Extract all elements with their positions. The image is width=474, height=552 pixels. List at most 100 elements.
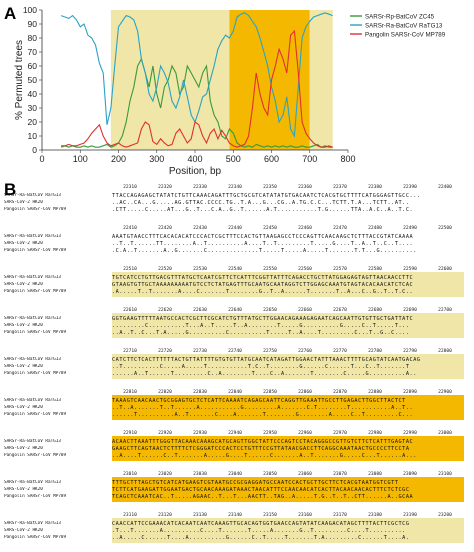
sequence-row: GTAAGTGTTGCTAAAAAAAAATGTCCTCTATGAGTTTGCA… [112,282,414,288]
sequence-row: ..T..A.......T..T......A...........G....… [112,405,414,411]
position-tick-label: 23190 [403,513,417,518]
alignment-block: 22410 22420 22430 22440 22450 22460 22470 22480… [112,226,464,258]
position-tick-label: 22920 [158,431,172,436]
sequence-name: SARSr-Ra-BatCoV RaTG13 [4,357,61,362]
position-tick-label: 22910 [123,431,137,436]
sequence-name: SARSr-Ra-BatCoV RaTG13 [4,275,61,280]
y-tick-label: 10 [28,131,38,141]
sequence-row: ..AC..CA...G.....AG.GTTAC.CCCC.TG..T.A..… [112,200,410,206]
legend-label-0: SARSr-Rp-BatCoV ZC45 [365,14,435,21]
position-tick-label: 22640 [228,308,242,313]
position-tick-label: 22440 [228,226,242,231]
alignment-block: 22610 22620 22630 22640 22650 22660 22670 22680… [112,308,464,340]
sequence-name: Pangolin SARSr-CoV MP789 [4,289,67,294]
position-tick-label: 22550 [263,267,277,272]
position-tick-label: 23080 [368,472,382,477]
position-tick-label: 22650 [263,308,277,313]
position-tick-label: 22350 [263,185,277,190]
position-tick-label: 22740 [228,349,242,354]
position-tick-label: 22630 [193,308,207,313]
sequence-name: SARSr-Ra-BatCoV RaTG13 [4,480,61,485]
position-tick-label: 22610 [123,308,137,313]
position-tick-label: 23140 [228,513,242,518]
position-tick-label: 23160 [298,513,312,518]
position-tick-label: 22400 [438,185,452,190]
sequence-row: ..T..T......TT........A..T..........A...… [112,241,414,247]
sequence-row: ACAACTTAAATTTGGGTTACAAACAAAGCATGCAGTTGGC… [112,439,414,445]
alignment-block: 23110 23120 23130 23140 23150 23160 23170 23180… [112,513,464,545]
sequence-row: .C.A..T.......A..G.......C..............… [112,248,417,254]
sequence-alignment: SARSr-Ra-BatCoV RaTG13 SARS-CoV-2 HK20 Pan… [0,183,474,552]
y-tick-label: 30 [28,103,38,113]
position-tick-label: 23030 [193,472,207,477]
position-ticks: 22410 22420 22430 22440 22450 22460 22470 22480… [112,226,464,232]
position-tick-label: 22600 [438,267,452,272]
shaded-region-1 [229,10,310,150]
sequence-name: SARS-CoV-2 HK20 [4,282,43,287]
sequence-name: SARSr-Ra-BatCoV RaTG13 [4,193,61,198]
alignment-block-bg [112,354,464,379]
position-tick-label: 22940 [228,431,242,436]
sequence-names: SARSr-Ra-BatCoV RaTG13 SARS-CoV-2 HK20 Pan… [4,193,112,214]
position-tick-label: 22670 [333,308,347,313]
sequence-name: SARS-CoV-2 HK20 [4,487,43,492]
position-ticks: 22810 22820 22830 22840 22850 22860 22870 22880… [112,390,464,396]
sequence-name: SARSr-Ra-BatCoV RaTG13 [4,234,61,239]
sequence-row: CAACCATTCCGAAACATCACAATCAATCAAAGTTGCACAG… [112,521,410,527]
position-tick-label: 22320 [158,185,172,190]
alignment-block-bg [112,477,464,502]
position-tick-label: 23100 [438,472,452,477]
position-tick-label: 22720 [158,349,172,354]
sequence-names: SARSr-Ra-BatCoV RaTG13 SARS-CoV-2 HK20 Pan… [4,480,112,501]
position-tick-label: 22560 [298,267,312,272]
position-tick-label: 22840 [228,390,242,395]
legend-label-1: SARSr-Ra-BatCoV RaTG13 [365,23,443,30]
shaded-region-0 [110,10,230,150]
position-tick-label: 22970 [333,431,347,436]
position-tick-label: 22460 [298,226,312,231]
sequence-row: TTTGCTTTAGCTGTCATCATGAAGTCGTAATGCCGCGAGG… [112,480,399,486]
position-tick-label: 22620 [158,308,172,313]
alignment-block-bg [112,436,464,461]
series-line-2 [61,29,333,148]
x-axis-label: Position, bp [169,166,222,177]
position-tick-label: 22450 [263,226,277,231]
sequence-name: SARS-CoV-2 HK20 [4,528,43,533]
sequence-name: Pangolin SARSr-CoV MP789 [4,494,67,499]
sequence-name: SARS-CoV-2 HK20 [4,200,43,205]
alignment-block: 22710 22720 22730 22740 22750 22760 22770 22780… [112,349,464,381]
position-tick-label: 23200 [438,513,452,518]
position-tick-label: 23150 [263,513,277,518]
position-tick-label: 22510 [123,267,137,272]
position-tick-label: 22730 [193,349,207,354]
position-tick-label: 23040 [228,472,242,477]
position-tick-label: 22770 [333,349,347,354]
position-tick-label: 22590 [403,267,417,272]
position-tick-label: 22780 [368,349,382,354]
sequence-row: ......A..T......T.........C..A........T.… [112,371,417,377]
position-tick-label: 22470 [333,226,347,231]
y-tick-label: 70 [28,47,38,57]
sequence-row: CATCTTCTCACTTTTTTACTGTTATTTTGTGTGTTATGCA… [112,357,421,363]
x-tick-label: 400 [187,154,202,164]
sequence-names: SARSr-Ra-BatCoV RaTG13 SARS-CoV-2 HK20 Pan… [4,234,112,255]
position-tick-label: 22530 [193,267,207,272]
recombination-chart: 0 10 20 30 40 50 60 70 80 90 100 0 100 200 300 400 500 60… [0,0,474,180]
position-tick-label: 22890 [403,390,417,395]
panel-a-label: A [4,4,17,23]
position-tick-label: 22870 [333,390,347,395]
sequence-names: SARSr-Ra-BatCoV RaTG13 SARS-CoV-2 HK20 Pan… [4,439,112,460]
position-ticks: 22610 22620 22630 22640 22650 22660 22670 22680… [112,308,464,314]
sequence-names: SARSr-Ra-BatCoV RaTG13 SARS-CoV-2 HK20 Pan… [4,316,112,337]
y-tick-label: 0 [32,145,37,155]
sequence-name: Pangolin SARSr-CoV MP789 [4,207,67,212]
position-tick-label: 22800 [438,349,452,354]
sequence-names: SARSr-Ra-BatCoV RaTG13 SARS-CoV-2 HK20 Pan… [4,357,112,378]
sequence-row: TAAAGTCAACAACTGCGGAGTGCTCTCATTCAAAATCAGA… [112,398,406,404]
alignment-block-bg [112,313,464,338]
y-tick-label: 20 [28,117,38,127]
sequence-name: SARSr-Ra-BatCoV RaTG13 [4,398,61,403]
position-tick-label: 22710 [123,349,137,354]
position-tick-label: 22580 [368,267,382,272]
sequence-name: SARS-CoV-2 HK20 [4,405,43,410]
